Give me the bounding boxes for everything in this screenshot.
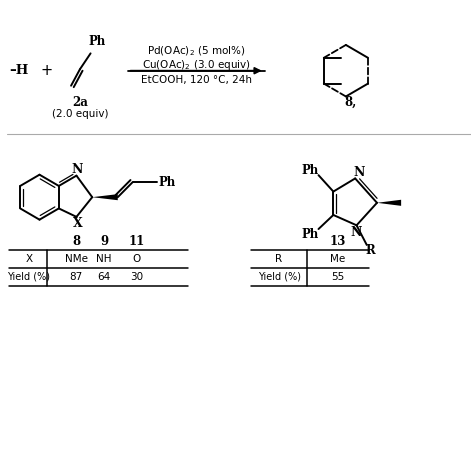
- Text: N: N: [353, 166, 365, 179]
- Text: Ph: Ph: [89, 35, 106, 48]
- Text: +: +: [40, 63, 53, 78]
- Text: NMe: NMe: [64, 254, 88, 264]
- Text: Ph: Ph: [158, 176, 175, 189]
- Text: Yield (%): Yield (%): [257, 272, 301, 282]
- Text: Ph: Ph: [301, 164, 319, 177]
- Text: 87: 87: [70, 272, 83, 282]
- Text: Pd(OAc)$_2$ (5 mol%): Pd(OAc)$_2$ (5 mol%): [147, 44, 246, 58]
- Text: Ph: Ph: [301, 228, 319, 241]
- Text: O: O: [132, 254, 141, 264]
- Text: 11: 11: [128, 235, 145, 248]
- Text: 30: 30: [130, 272, 143, 282]
- Text: 64: 64: [98, 272, 110, 282]
- Text: X: X: [73, 217, 82, 230]
- Text: X: X: [25, 254, 32, 264]
- Polygon shape: [92, 194, 118, 200]
- Text: 8,: 8,: [345, 96, 356, 109]
- Text: NH: NH: [96, 254, 112, 264]
- Text: EtCOOH, 120 °C, 24h: EtCOOH, 120 °C, 24h: [141, 75, 252, 85]
- Text: 9: 9: [100, 235, 108, 248]
- Text: 55: 55: [331, 272, 345, 282]
- Text: 8: 8: [72, 235, 80, 248]
- Polygon shape: [377, 200, 401, 206]
- Text: 2a: 2a: [73, 96, 88, 109]
- Text: R: R: [365, 244, 375, 257]
- Text: N: N: [351, 226, 362, 239]
- Text: –H: –H: [9, 64, 28, 77]
- Text: Me: Me: [330, 254, 346, 264]
- Text: (2.0 equiv): (2.0 equiv): [52, 109, 109, 119]
- Text: 13: 13: [330, 235, 346, 248]
- Text: N: N: [71, 163, 82, 176]
- Text: Yield (%): Yield (%): [7, 272, 50, 282]
- Text: R: R: [275, 254, 283, 264]
- Text: Cu(OAc)$_2$ (3.0 equiv): Cu(OAc)$_2$ (3.0 equiv): [142, 58, 251, 72]
